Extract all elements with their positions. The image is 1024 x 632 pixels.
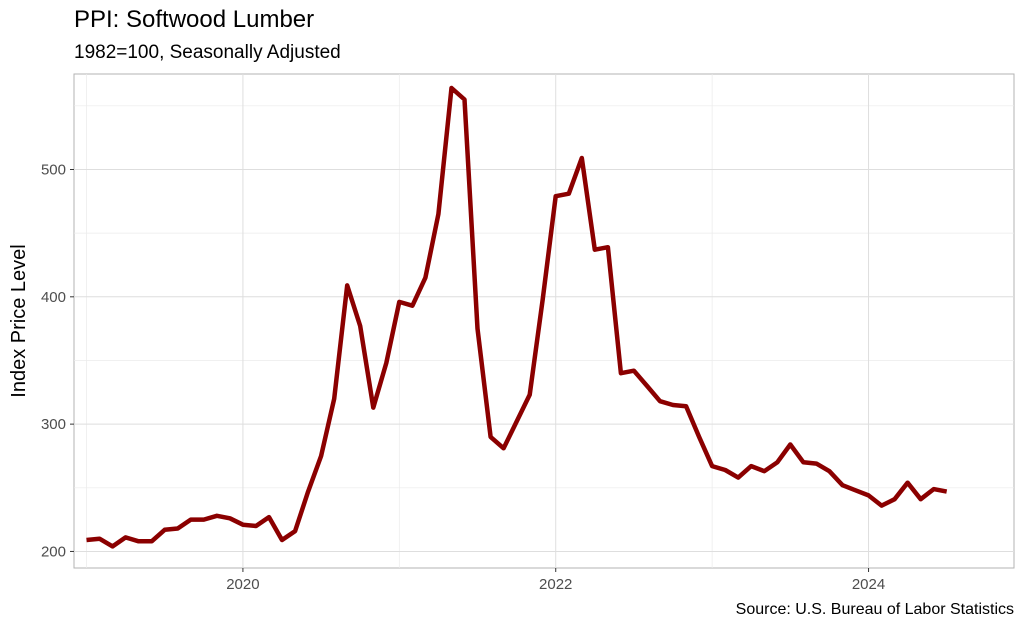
y-tick-label: 400 [41, 289, 66, 306]
chart-caption: Source: U.S. Bureau of Labor Statistics [735, 601, 1014, 618]
y-axis: 200 300 400 500 [41, 161, 74, 560]
y-tick-label: 500 [41, 161, 66, 178]
x-tick-label: 2020 [226, 576, 259, 593]
x-tick-label: 2024 [852, 576, 885, 593]
chart-title: PPI: Softwood Lumber [74, 6, 315, 33]
y-axis-title: Index Price Level [8, 244, 30, 397]
major-gridlines [74, 74, 1014, 568]
series-line [86, 85, 948, 549]
y-tick-label: 300 [41, 416, 66, 433]
series-layer [86, 85, 948, 549]
y-tick-label: 200 [41, 543, 66, 560]
chart-subtitle: 1982=100, Seasonally Adjusted [74, 42, 341, 63]
plot-panel [73, 73, 1015, 569]
x-axis: 2020 2022 2024 [226, 568, 885, 593]
x-tick-label: 2022 [539, 576, 572, 593]
minor-gridlines [74, 74, 1014, 568]
